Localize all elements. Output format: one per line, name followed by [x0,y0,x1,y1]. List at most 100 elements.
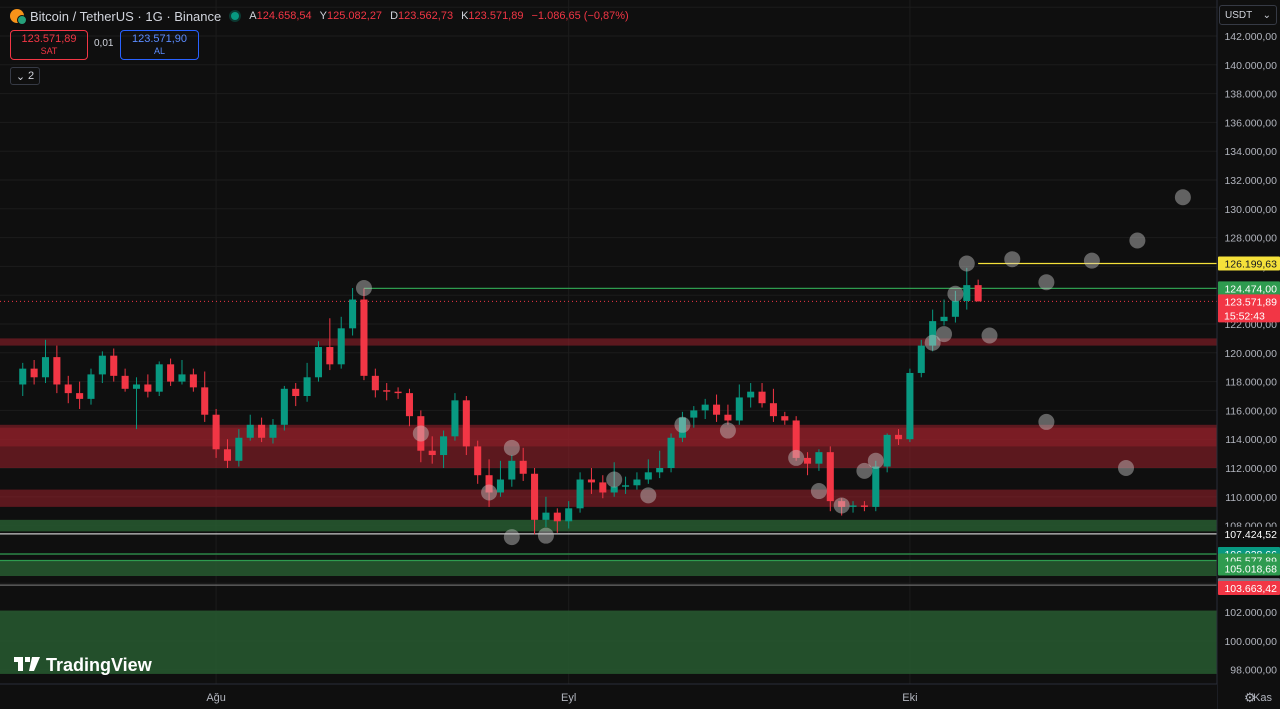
candle-body[interactable] [280,388,288,425]
candle-body[interactable] [76,393,84,399]
candle-body[interactable] [64,384,72,394]
candle-body[interactable] [587,479,595,483]
price-tag-label: 126.199,63 [1224,259,1277,271]
candle-body[interactable] [303,377,311,396]
candle-body[interactable] [553,512,561,522]
candle-body[interactable] [383,390,391,392]
candle-body[interactable] [314,347,322,378]
candle-body[interactable] [724,414,732,421]
candle-body[interactable] [371,375,379,391]
candle-body[interactable] [599,482,607,493]
candle-body[interactable] [178,374,186,382]
candle-body[interactable] [610,486,618,493]
candle-body[interactable] [713,404,721,415]
candle-body[interactable] [349,299,357,329]
sell-button[interactable]: 123.571,89 SAT [10,30,88,60]
candle-body[interactable] [656,468,664,473]
candle-body[interactable] [394,391,402,394]
candle-body[interactable] [929,321,937,346]
candle-body[interactable] [701,404,709,411]
y-tick-label: 138.000,00 [1224,89,1277,101]
candle-body[interactable] [917,345,925,373]
currency-select[interactable]: USDT ⌄ [1219,5,1277,25]
candle-body[interactable] [19,368,27,385]
candle-body[interactable] [440,436,448,456]
candle-body[interactable] [462,400,470,447]
candle-body[interactable] [838,501,846,507]
candle-body[interactable] [622,485,630,487]
candle-body[interactable] [41,357,50,378]
candle-body[interactable] [678,417,686,438]
candle-body[interactable] [895,434,903,440]
price-tag-label: 105.018,68 [1224,564,1277,576]
candle-body[interactable] [246,424,254,438]
candle-body[interactable] [519,460,527,474]
candle-body[interactable] [735,397,743,421]
candle-body[interactable] [769,403,777,417]
time-axis[interactable] [0,684,1217,709]
candle-body[interactable] [872,466,880,507]
candle-body[interactable] [417,416,425,451]
symbol-title[interactable]: Bitcoin / TetherUS · 1G · Binance [30,8,222,24]
candle-body[interactable] [326,347,334,365]
candle-body[interactable] [292,388,300,396]
buy-button[interactable]: 123.571,90 AL [120,30,199,60]
candle-body[interactable] [223,449,232,461]
candle-body[interactable] [155,364,163,392]
candle-body[interactable] [531,473,539,520]
candle-body[interactable] [849,505,857,507]
candle-body[interactable] [144,384,152,392]
candle-body[interactable] [690,410,698,418]
resistance-zone [0,338,1217,346]
candle-body[interactable] [804,457,812,464]
candle-body[interactable] [496,479,504,493]
candle-body[interactable] [451,400,459,437]
candle-body[interactable] [826,452,834,502]
candle-body[interactable] [132,384,141,389]
candle-body[interactable] [201,387,209,415]
candle-body[interactable] [576,479,584,509]
candle-body[interactable] [53,357,61,385]
sell-label: SAT [40,46,58,56]
candle-body[interactable] [167,364,175,382]
candle-body[interactable] [98,355,106,375]
candle-body[interactable] [269,424,277,438]
indicators-toggle-button[interactable]: ⌄ 2 [10,67,40,85]
candle-body[interactable] [337,328,345,365]
candle-body[interactable] [565,508,573,522]
candle-body[interactable] [30,368,38,378]
candle-body[interactable] [485,475,493,493]
candle-body[interactable] [189,374,197,388]
candle-body[interactable] [940,316,948,322]
price-tag [1218,256,1280,271]
candle-body[interactable] [963,285,971,301]
candle-body[interactable] [428,450,436,456]
candle-body[interactable] [542,512,550,520]
candle-body[interactable] [951,300,959,317]
candle-body[interactable] [121,375,129,389]
settings-gear-icon[interactable]: ⚙ [1244,690,1256,705]
candle-body[interactable] [405,393,413,417]
candle-body[interactable] [860,505,868,507]
candle-body[interactable] [747,391,755,398]
candle-body[interactable] [633,479,641,486]
candle-body[interactable] [781,416,789,421]
candle-body[interactable] [815,452,823,464]
tradingview-logo[interactable]: TradingView [14,655,152,675]
candle-body[interactable] [360,299,368,376]
candle-body[interactable] [235,437,243,461]
candle-body[interactable] [906,372,914,440]
candle-body[interactable] [258,424,266,438]
candle-body[interactable] [758,391,766,404]
candle-body[interactable] [110,355,118,376]
candle-body[interactable] [474,446,482,476]
candle-body[interactable] [508,460,516,480]
candle-body[interactable] [883,434,891,467]
candle-body[interactable] [644,472,652,480]
candle-body[interactable] [667,437,675,468]
candle-body[interactable] [974,285,982,302]
candle-body[interactable] [212,414,220,450]
candle-body[interactable] [87,374,95,399]
candle-body[interactable] [792,420,800,458]
